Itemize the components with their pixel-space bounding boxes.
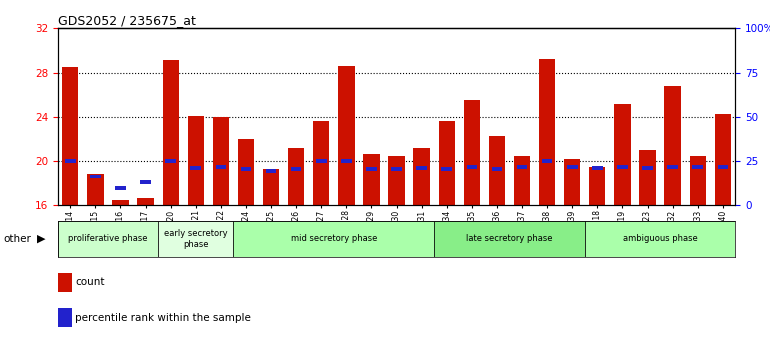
Bar [112,200,129,205]
Text: mid secretory phase: mid secretory phase [290,234,377,244]
Bar [313,121,330,205]
Text: ▶: ▶ [37,234,45,244]
Bar [514,155,531,205]
Text: percentile rank within the sample: percentile rank within the sample [75,313,251,323]
Bar [158,221,233,257]
Bar [639,150,656,205]
Bar [539,59,555,205]
Bar [668,165,678,169]
Bar [363,154,380,205]
Bar [464,100,480,205]
Bar [391,167,402,171]
Bar [116,186,126,189]
Bar [642,166,653,170]
Bar [467,165,477,169]
Bar [692,165,703,169]
Bar [140,180,151,184]
Bar [58,221,158,257]
Bar [489,136,505,205]
Bar [62,67,79,205]
Text: count: count [75,278,105,287]
Bar [162,61,179,205]
Bar [617,165,628,169]
Text: early secretory
phase: early secretory phase [164,229,228,249]
Bar [166,159,176,163]
Bar [542,159,552,163]
Bar [413,148,430,205]
Bar [266,169,276,173]
Bar [216,165,226,169]
Bar [213,117,229,205]
Bar [367,167,377,171]
Bar [190,166,201,170]
Bar [341,159,352,163]
Bar [665,86,681,205]
Bar [614,104,631,205]
Bar [434,221,584,257]
Text: ambiguous phase: ambiguous phase [623,234,698,244]
Text: other: other [4,234,32,244]
Bar [388,155,405,205]
Bar [238,139,254,205]
Bar [241,167,251,171]
Bar [567,165,578,169]
Bar [137,198,154,205]
Bar [589,167,605,205]
Bar [233,221,434,257]
Bar [564,159,581,205]
Text: late secretory phase: late secretory phase [466,234,553,244]
Bar [491,167,502,171]
Text: proliferative phase: proliferative phase [69,234,148,244]
Text: GDS2052 / 235675_at: GDS2052 / 235675_at [58,14,196,27]
Bar [718,165,728,169]
Bar [584,221,735,257]
Bar [338,66,354,205]
Bar [87,175,103,205]
Bar [263,169,280,205]
Bar [592,166,603,170]
Bar [188,116,204,205]
Bar [517,165,527,169]
Bar [316,159,326,163]
Bar [65,159,75,163]
Bar [417,166,427,170]
Bar [288,148,304,205]
Bar [90,175,101,178]
Bar [441,167,452,171]
Bar [690,155,706,205]
Bar [439,121,455,205]
Bar [715,114,731,205]
Bar [291,167,302,171]
